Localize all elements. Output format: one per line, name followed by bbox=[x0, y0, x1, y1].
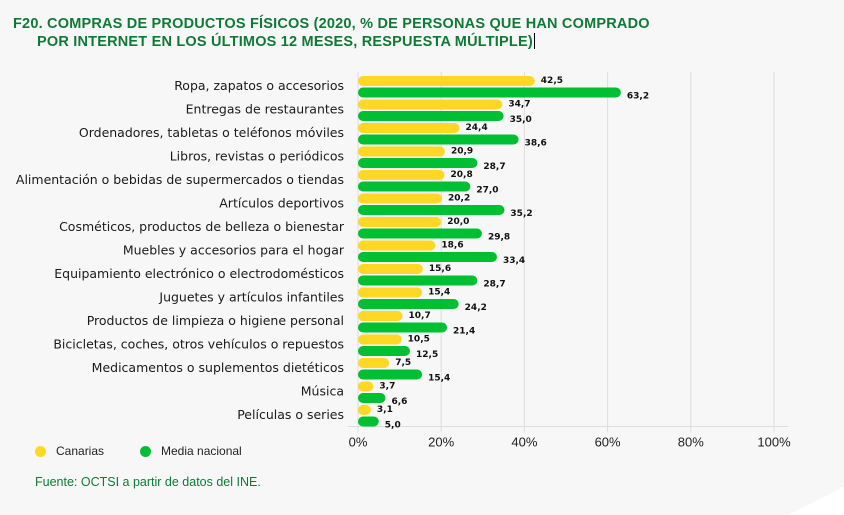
chart-title-line1: F20. COMPRAS DE PRODUCTOS FÍSICOS (2020,… bbox=[13, 16, 650, 32]
bar-media-nacional bbox=[358, 228, 482, 239]
value-label-canarias: 3,7 bbox=[379, 382, 395, 392]
bar-media-nacional bbox=[358, 299, 459, 309]
bar-canarias bbox=[358, 381, 374, 392]
value-label-canarias: 15,4 bbox=[428, 288, 450, 298]
value-label-canarias: 10,5 bbox=[408, 335, 430, 345]
legend-label-media-nacional: Media nacional bbox=[161, 444, 242, 458]
bar-canarias bbox=[358, 193, 443, 204]
bar-canarias bbox=[358, 146, 445, 157]
bar-canarias bbox=[358, 311, 403, 321]
bar-media-nacional bbox=[358, 322, 448, 333]
bar-canarias bbox=[358, 217, 442, 227]
value-label-canarias: 34,7 bbox=[508, 100, 530, 110]
legend-item-canarias: Canarias bbox=[35, 444, 104, 458]
category-label: Productos de limpieza o higiene personal bbox=[87, 313, 344, 328]
x-tick-label: 0% bbox=[349, 435, 368, 450]
x-tick-label: 100% bbox=[757, 435, 791, 450]
value-label-canarias: 7,5 bbox=[395, 358, 411, 368]
source-note: Fuente: OCTSI a partir de datos del INE. bbox=[35, 475, 261, 489]
category-label: Alimentación o bebidas de supermercados … bbox=[16, 172, 344, 187]
category-label: Bicicletas, coches, otros vehículos o re… bbox=[53, 337, 344, 352]
bar-media-nacional bbox=[358, 134, 519, 145]
bar-media-nacional bbox=[358, 369, 423, 380]
chart-title-line2: POR INTERNET EN LOS ÚLTIMOS 12 MESES, RE… bbox=[37, 34, 533, 50]
category-label: Música bbox=[301, 384, 344, 399]
value-label-media-nacional: 6,6 bbox=[391, 397, 407, 407]
bar-canarias bbox=[358, 240, 436, 251]
x-tick-label: 40% bbox=[511, 435, 537, 450]
value-label-media-nacional: 27,0 bbox=[476, 186, 498, 196]
legend-label-canarias: Canarias bbox=[56, 444, 105, 458]
legend-swatch-media-nacional bbox=[140, 445, 151, 457]
value-label-canarias: 42,5 bbox=[541, 76, 563, 86]
bar-media-nacional bbox=[358, 181, 471, 192]
x-tick-label: 80% bbox=[678, 435, 704, 450]
bar-media-nacional bbox=[358, 393, 386, 403]
category-label: Películas o series bbox=[237, 407, 344, 422]
bar-media-nacional bbox=[358, 346, 410, 356]
value-label-media-nacional: 35,0 bbox=[510, 115, 532, 125]
bar-canarias bbox=[358, 405, 371, 415]
category-label: Libros, revistas o periódicos bbox=[170, 149, 344, 164]
category-label: Entregas de restaurantes bbox=[186, 102, 344, 117]
value-label-media-nacional: 28,7 bbox=[483, 162, 505, 172]
bar-media-nacional bbox=[358, 158, 478, 168]
value-label-canarias: 20,0 bbox=[447, 217, 469, 227]
value-label-canarias: 15,6 bbox=[429, 264, 451, 274]
text-cursor bbox=[533, 33, 535, 49]
category-label: Artículos deportivos bbox=[219, 196, 344, 211]
bar-canarias bbox=[358, 287, 423, 298]
value-label-media-nacional: 29,8 bbox=[488, 233, 510, 243]
bar-media-nacional bbox=[358, 87, 621, 98]
category-label: Juguetes y artículos infantiles bbox=[158, 290, 344, 305]
value-label-media-nacional: 21,4 bbox=[453, 327, 475, 337]
value-label-canarias: 3,1 bbox=[377, 405, 393, 415]
value-label-media-nacional: 38,6 bbox=[525, 139, 547, 149]
category-label: Muebles y accesorios para el hogar bbox=[123, 243, 345, 258]
value-label-canarias: 20,2 bbox=[448, 194, 470, 204]
bar-canarias bbox=[358, 99, 503, 110]
category-labels: Ropa, zapatos o accesorios Entregas de re… bbox=[16, 78, 345, 422]
value-label-media-nacional: 28,7 bbox=[483, 280, 505, 290]
legend-item-media-nacional: Media nacional bbox=[140, 444, 242, 458]
x-axis-ticks: 0% 20% 40% 60% 80% 100% bbox=[349, 435, 791, 450]
value-label-canarias: 24,4 bbox=[466, 123, 488, 133]
category-label: Ordenadores, tabletas o teléfonos móvile… bbox=[79, 125, 344, 140]
category-label: Equipamiento electrónico o electrodomést… bbox=[54, 266, 344, 281]
value-label-media-nacional: 63,2 bbox=[627, 92, 649, 102]
value-label-media-nacional: 15,4 bbox=[428, 374, 450, 384]
value-label-media-nacional: 33,4 bbox=[503, 256, 525, 266]
x-tick-label: 60% bbox=[595, 435, 621, 450]
value-label-canarias: 18,6 bbox=[441, 241, 463, 251]
legend-swatch-canarias bbox=[35, 445, 46, 457]
value-label-media-nacional: 5,0 bbox=[385, 421, 401, 431]
value-label-media-nacional: 12,5 bbox=[416, 350, 438, 360]
category-label: Ropa, zapatos o accesorios bbox=[174, 78, 344, 93]
value-label-canarias: 10,7 bbox=[409, 311, 431, 321]
bar-canarias bbox=[358, 170, 445, 180]
bar-media-nacional bbox=[358, 416, 379, 427]
bars: 42,5 63,2 34,7 35,0 24,4 38,6 20,9 28,7 20,827,0… bbox=[358, 76, 649, 431]
bar-canarias bbox=[358, 358, 390, 368]
bar-media-nacional bbox=[358, 275, 478, 286]
bar-media-nacional bbox=[358, 111, 504, 121]
value-label-media-nacional: 35,2 bbox=[510, 209, 532, 219]
value-label-media-nacional: 24,2 bbox=[465, 303, 487, 313]
value-label-canarias: 20,9 bbox=[451, 147, 473, 157]
bar-canarias bbox=[358, 264, 423, 274]
bar-canarias bbox=[358, 334, 402, 345]
x-tick-label: 20% bbox=[428, 435, 454, 450]
category-label: Cosméticos, productos de belleza o biene… bbox=[59, 219, 345, 234]
bar-media-nacional bbox=[358, 205, 505, 215]
bar-canarias bbox=[358, 76, 535, 86]
bar-canarias bbox=[358, 123, 460, 133]
value-label-canarias: 20,8 bbox=[451, 170, 473, 180]
page-corner bbox=[788, 487, 844, 515]
chart-title: F20. COMPRAS DE PRODUCTOS FÍSICOS (2020,… bbox=[13, 16, 650, 51]
bar-media-nacional bbox=[358, 252, 497, 262]
category-label: Medicamentos o suplementos dietéticos bbox=[92, 360, 344, 375]
